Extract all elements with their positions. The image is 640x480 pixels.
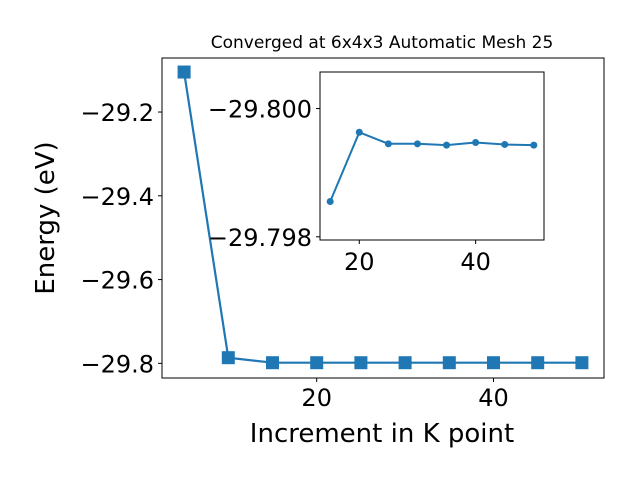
main-series-line [183, 71, 582, 364]
inset-series-line [329, 131, 534, 202]
main-data-point [531, 356, 545, 370]
main-data-point [487, 356, 500, 370]
inset-data-point [413, 140, 421, 148]
main-plot-frame [161, 57, 605, 379]
main-data-point [442, 356, 456, 370]
inset-chart: 20 40 −29.800 −29.798 [208, 71, 545, 276]
inset-data-point [501, 140, 509, 148]
y-axis-label: Energy (eV) [31, 141, 61, 294]
inset-plot [326, 128, 538, 206]
main-y-tick-label: −29.2 [80, 99, 154, 127]
main-x-tick-label: 40 [478, 384, 509, 412]
inset-data-point [326, 198, 334, 206]
inset-y-tick-label: −29.798 [208, 224, 312, 252]
main-y-tick-label: −29.6 [80, 267, 154, 295]
inset-data-point [530, 141, 538, 149]
main-chart: Converged at 6x4x3 Automatic Mesh 25 20 4… [31, 33, 605, 449]
main-ticks: 20 40 −29.8 −29.6 −29.4 −29.2 [80, 99, 508, 412]
inset-data-point [472, 139, 480, 147]
main-x-tick-label: 20 [301, 384, 332, 412]
inset-x-tick-label: 20 [344, 248, 375, 276]
main-data-point [177, 65, 191, 79]
inset-y-tick-label: −29.800 [208, 96, 312, 124]
inset-plot-frame [319, 71, 545, 241]
x-axis-label: Increment in K point [250, 419, 514, 449]
main-data-point [354, 356, 368, 370]
inset-background [320, 72, 544, 240]
inset-data-point [443, 141, 451, 149]
main-y-tick-label: −29.8 [80, 350, 154, 378]
main-y-tick-label: −29.4 [80, 183, 154, 211]
main-plot [177, 65, 589, 370]
main-data-point [266, 356, 279, 370]
inset-data-point [384, 140, 392, 148]
main-data-point [221, 351, 235, 365]
inset-x-tick-label: 40 [460, 248, 491, 276]
main-data-point [310, 356, 324, 370]
main-data-point [398, 356, 412, 370]
chart-title: Converged at 6x4x3 Automatic Mesh 25 [211, 33, 554, 53]
inset-data-point [355, 128, 363, 136]
inset-ticks: 20 40 −29.800 −29.798 [208, 96, 491, 276]
main-data-point [575, 356, 589, 370]
